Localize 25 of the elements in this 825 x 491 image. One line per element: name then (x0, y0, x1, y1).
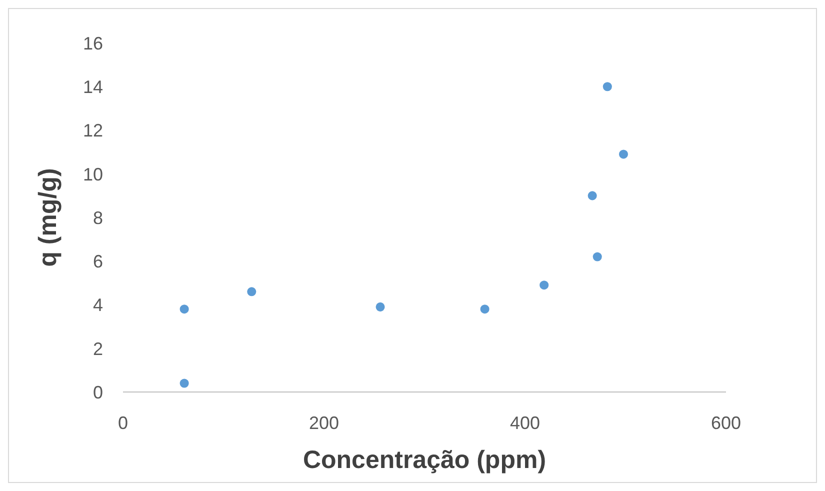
point (602, 82, 612, 92)
x-axis-title: Concentração (ppm) (302, 446, 546, 474)
point (180, 304, 189, 314)
y-tick-label: 10 (82, 164, 103, 184)
x-tick-label: 600 (710, 412, 742, 433)
y-axis-title: q (mg/g) (34, 168, 62, 267)
point (592, 252, 602, 262)
point (540, 280, 549, 290)
point (480, 304, 490, 314)
y-tick-label: 0 (92, 382, 103, 402)
x-tick-label: 200 (308, 412, 340, 433)
y-tick-label: 14 (82, 77, 103, 98)
point (376, 302, 385, 312)
y-tick-label: 2 (92, 338, 103, 359)
point (247, 287, 256, 296)
x-tick-label: 400 (510, 412, 540, 433)
point (588, 191, 597, 200)
y-tick-label: 8 (92, 208, 103, 228)
x-tick-label: 0 (118, 412, 128, 433)
point (180, 378, 189, 388)
y-tick-label: 16 (82, 33, 103, 54)
y-tick-label: 6 (92, 252, 103, 272)
y-tick-label: 4 (92, 295, 103, 316)
point (618, 150, 628, 159)
y-tick-label: 12 (82, 120, 103, 141)
